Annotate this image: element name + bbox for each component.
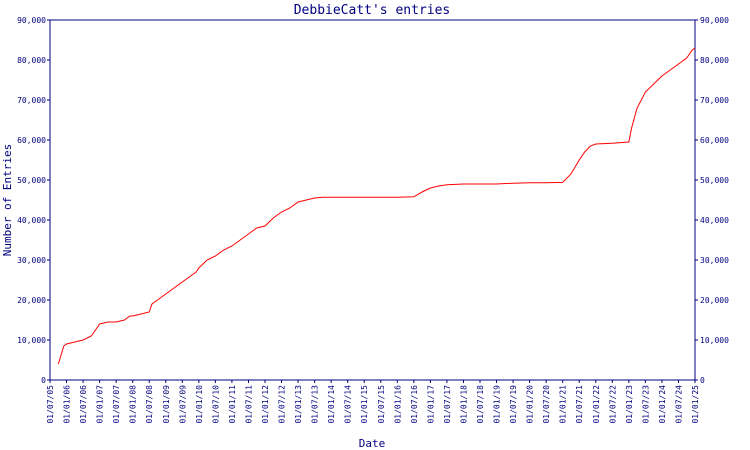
y-tick-label-left: 70,000 bbox=[17, 96, 46, 105]
x-tick-label: 01/07/07 bbox=[112, 385, 121, 424]
x-tick-label: 01/07/10 bbox=[211, 385, 220, 424]
x-tick-label: 01/01/23 bbox=[625, 385, 634, 424]
x-tick-label: 01/01/17 bbox=[426, 385, 435, 424]
x-tick-label: 01/01/18 bbox=[459, 385, 468, 424]
x-tick-label: 01/01/24 bbox=[658, 385, 667, 424]
x-tick-label: 01/07/12 bbox=[278, 385, 287, 424]
y-tick-label-right: 50,000 bbox=[700, 176, 729, 185]
x-tick-label: 01/07/13 bbox=[311, 385, 320, 424]
x-tick-label: 01/07/23 bbox=[641, 385, 650, 424]
x-tick-label: 01/07/19 bbox=[509, 385, 518, 424]
x-tick-label: 01/01/25 bbox=[691, 385, 700, 424]
y-tick-label-right: 20,000 bbox=[700, 296, 729, 305]
x-tick-label: 01/07/06 bbox=[79, 385, 88, 424]
plot-area-frame bbox=[49, 19, 696, 381]
y-tick-label-left: 60,000 bbox=[17, 136, 46, 145]
x-tick-label: 01/01/21 bbox=[559, 385, 568, 424]
y-tick-label-right: 80,000 bbox=[700, 56, 729, 65]
y-tick-label-left: 10,000 bbox=[17, 336, 46, 345]
x-tick-label: 01/01/20 bbox=[526, 385, 535, 424]
x-tick-label: 01/01/07 bbox=[96, 385, 105, 424]
x-tick-label: 01/07/20 bbox=[542, 385, 551, 424]
chart-title: DebbieCatt's entries bbox=[294, 3, 451, 18]
x-tick-label: 01/01/16 bbox=[393, 385, 402, 424]
x-tick-label: 01/07/21 bbox=[575, 385, 584, 424]
x-tick-label: 01/07/17 bbox=[443, 385, 452, 424]
y-tick-label-left: 0 bbox=[41, 376, 46, 385]
x-tick-label: 01/01/13 bbox=[294, 385, 303, 424]
x-tick-label: 01/01/11 bbox=[228, 385, 237, 424]
y-tick-label-left: 30,000 bbox=[17, 256, 46, 265]
x-tick-label: 01/07/11 bbox=[244, 385, 253, 424]
x-tick-label: 01/07/15 bbox=[377, 385, 386, 424]
y-tick-label-right: 30,000 bbox=[700, 256, 729, 265]
x-tick-label: 01/01/15 bbox=[360, 385, 369, 424]
y-tick-label-left: 50,000 bbox=[17, 176, 46, 185]
y-tick-label-right: 40,000 bbox=[700, 216, 729, 225]
x-tick-label: 01/01/14 bbox=[327, 385, 336, 424]
y-tick-label-right: 60,000 bbox=[700, 136, 729, 145]
x-tick-label: 01/01/22 bbox=[592, 385, 601, 424]
y-tick-label-left: 80,000 bbox=[17, 56, 46, 65]
y-tick-label-right: 90,000 bbox=[700, 16, 729, 25]
y-tick-label-right: 10,000 bbox=[700, 336, 729, 345]
x-tick-label: 01/07/16 bbox=[410, 385, 419, 424]
x-tick-label: 01/07/08 bbox=[145, 385, 154, 424]
x-tick-label: 01/01/06 bbox=[63, 385, 72, 424]
x-tick-label: 01/07/14 bbox=[344, 385, 353, 424]
x-tick-label: 01/01/10 bbox=[195, 385, 204, 424]
y-tick-label-left: 40,000 bbox=[17, 216, 46, 225]
y-tick-label-right: 70,000 bbox=[700, 96, 729, 105]
x-tick-label: 01/01/19 bbox=[493, 385, 502, 424]
series-line bbox=[57, 47, 696, 365]
x-tick-label: 01/01/08 bbox=[129, 385, 138, 424]
x-tick-label: 01/07/05 bbox=[46, 385, 55, 424]
x-tick-label: 01/01/12 bbox=[261, 385, 270, 424]
x-tick-label: 01/07/24 bbox=[674, 385, 683, 424]
x-axis-label: Date bbox=[359, 437, 386, 450]
y-tick-label-left: 20,000 bbox=[17, 296, 46, 305]
y-tick-label-left: 90,000 bbox=[17, 16, 46, 25]
y-tick-label-right: 0 bbox=[700, 376, 705, 385]
x-tick-label: 01/07/18 bbox=[476, 385, 485, 424]
x-tick-label: 01/07/22 bbox=[608, 385, 617, 424]
x-tick-label: 01/07/09 bbox=[178, 385, 187, 424]
y-axis-label: Number of Entries bbox=[1, 144, 14, 257]
x-tick-label: 01/01/09 bbox=[162, 385, 171, 424]
